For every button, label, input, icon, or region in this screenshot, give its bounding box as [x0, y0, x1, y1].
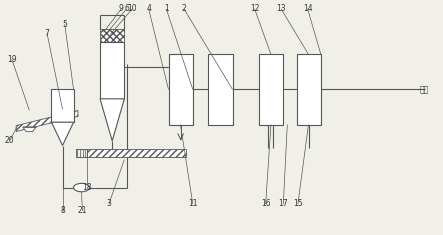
Text: 13: 13 — [276, 4, 286, 13]
Bar — [168, 55, 193, 125]
Text: 5: 5 — [62, 20, 67, 29]
Text: 19: 19 — [7, 55, 16, 64]
Text: 17: 17 — [279, 200, 288, 208]
Text: 12: 12 — [250, 4, 259, 13]
Text: 11: 11 — [188, 200, 198, 208]
Bar — [296, 55, 321, 125]
Bar — [100, 29, 124, 42]
Text: 7: 7 — [45, 29, 50, 38]
Text: 9: 9 — [119, 4, 124, 13]
Text: 4: 4 — [146, 4, 151, 13]
Text: 产品: 产品 — [420, 85, 429, 94]
Text: 18: 18 — [82, 183, 92, 192]
Polygon shape — [51, 122, 74, 145]
Text: 16: 16 — [261, 200, 271, 208]
Circle shape — [74, 183, 89, 192]
Text: 15: 15 — [293, 200, 303, 208]
Text: 10: 10 — [128, 4, 137, 13]
Text: 20: 20 — [5, 136, 14, 145]
Polygon shape — [16, 110, 78, 132]
Bar — [51, 90, 74, 122]
Text: 21: 21 — [78, 206, 87, 215]
Text: 6: 6 — [124, 4, 129, 13]
Text: 14: 14 — [303, 4, 312, 13]
Text: 3: 3 — [106, 200, 111, 208]
Bar — [208, 55, 233, 125]
Text: 1: 1 — [164, 4, 169, 13]
Bar — [259, 55, 284, 125]
Polygon shape — [23, 127, 36, 132]
Polygon shape — [100, 99, 124, 141]
Text: 8: 8 — [60, 206, 65, 215]
Text: 2: 2 — [182, 4, 187, 13]
Bar — [100, 42, 124, 99]
Polygon shape — [87, 149, 186, 157]
